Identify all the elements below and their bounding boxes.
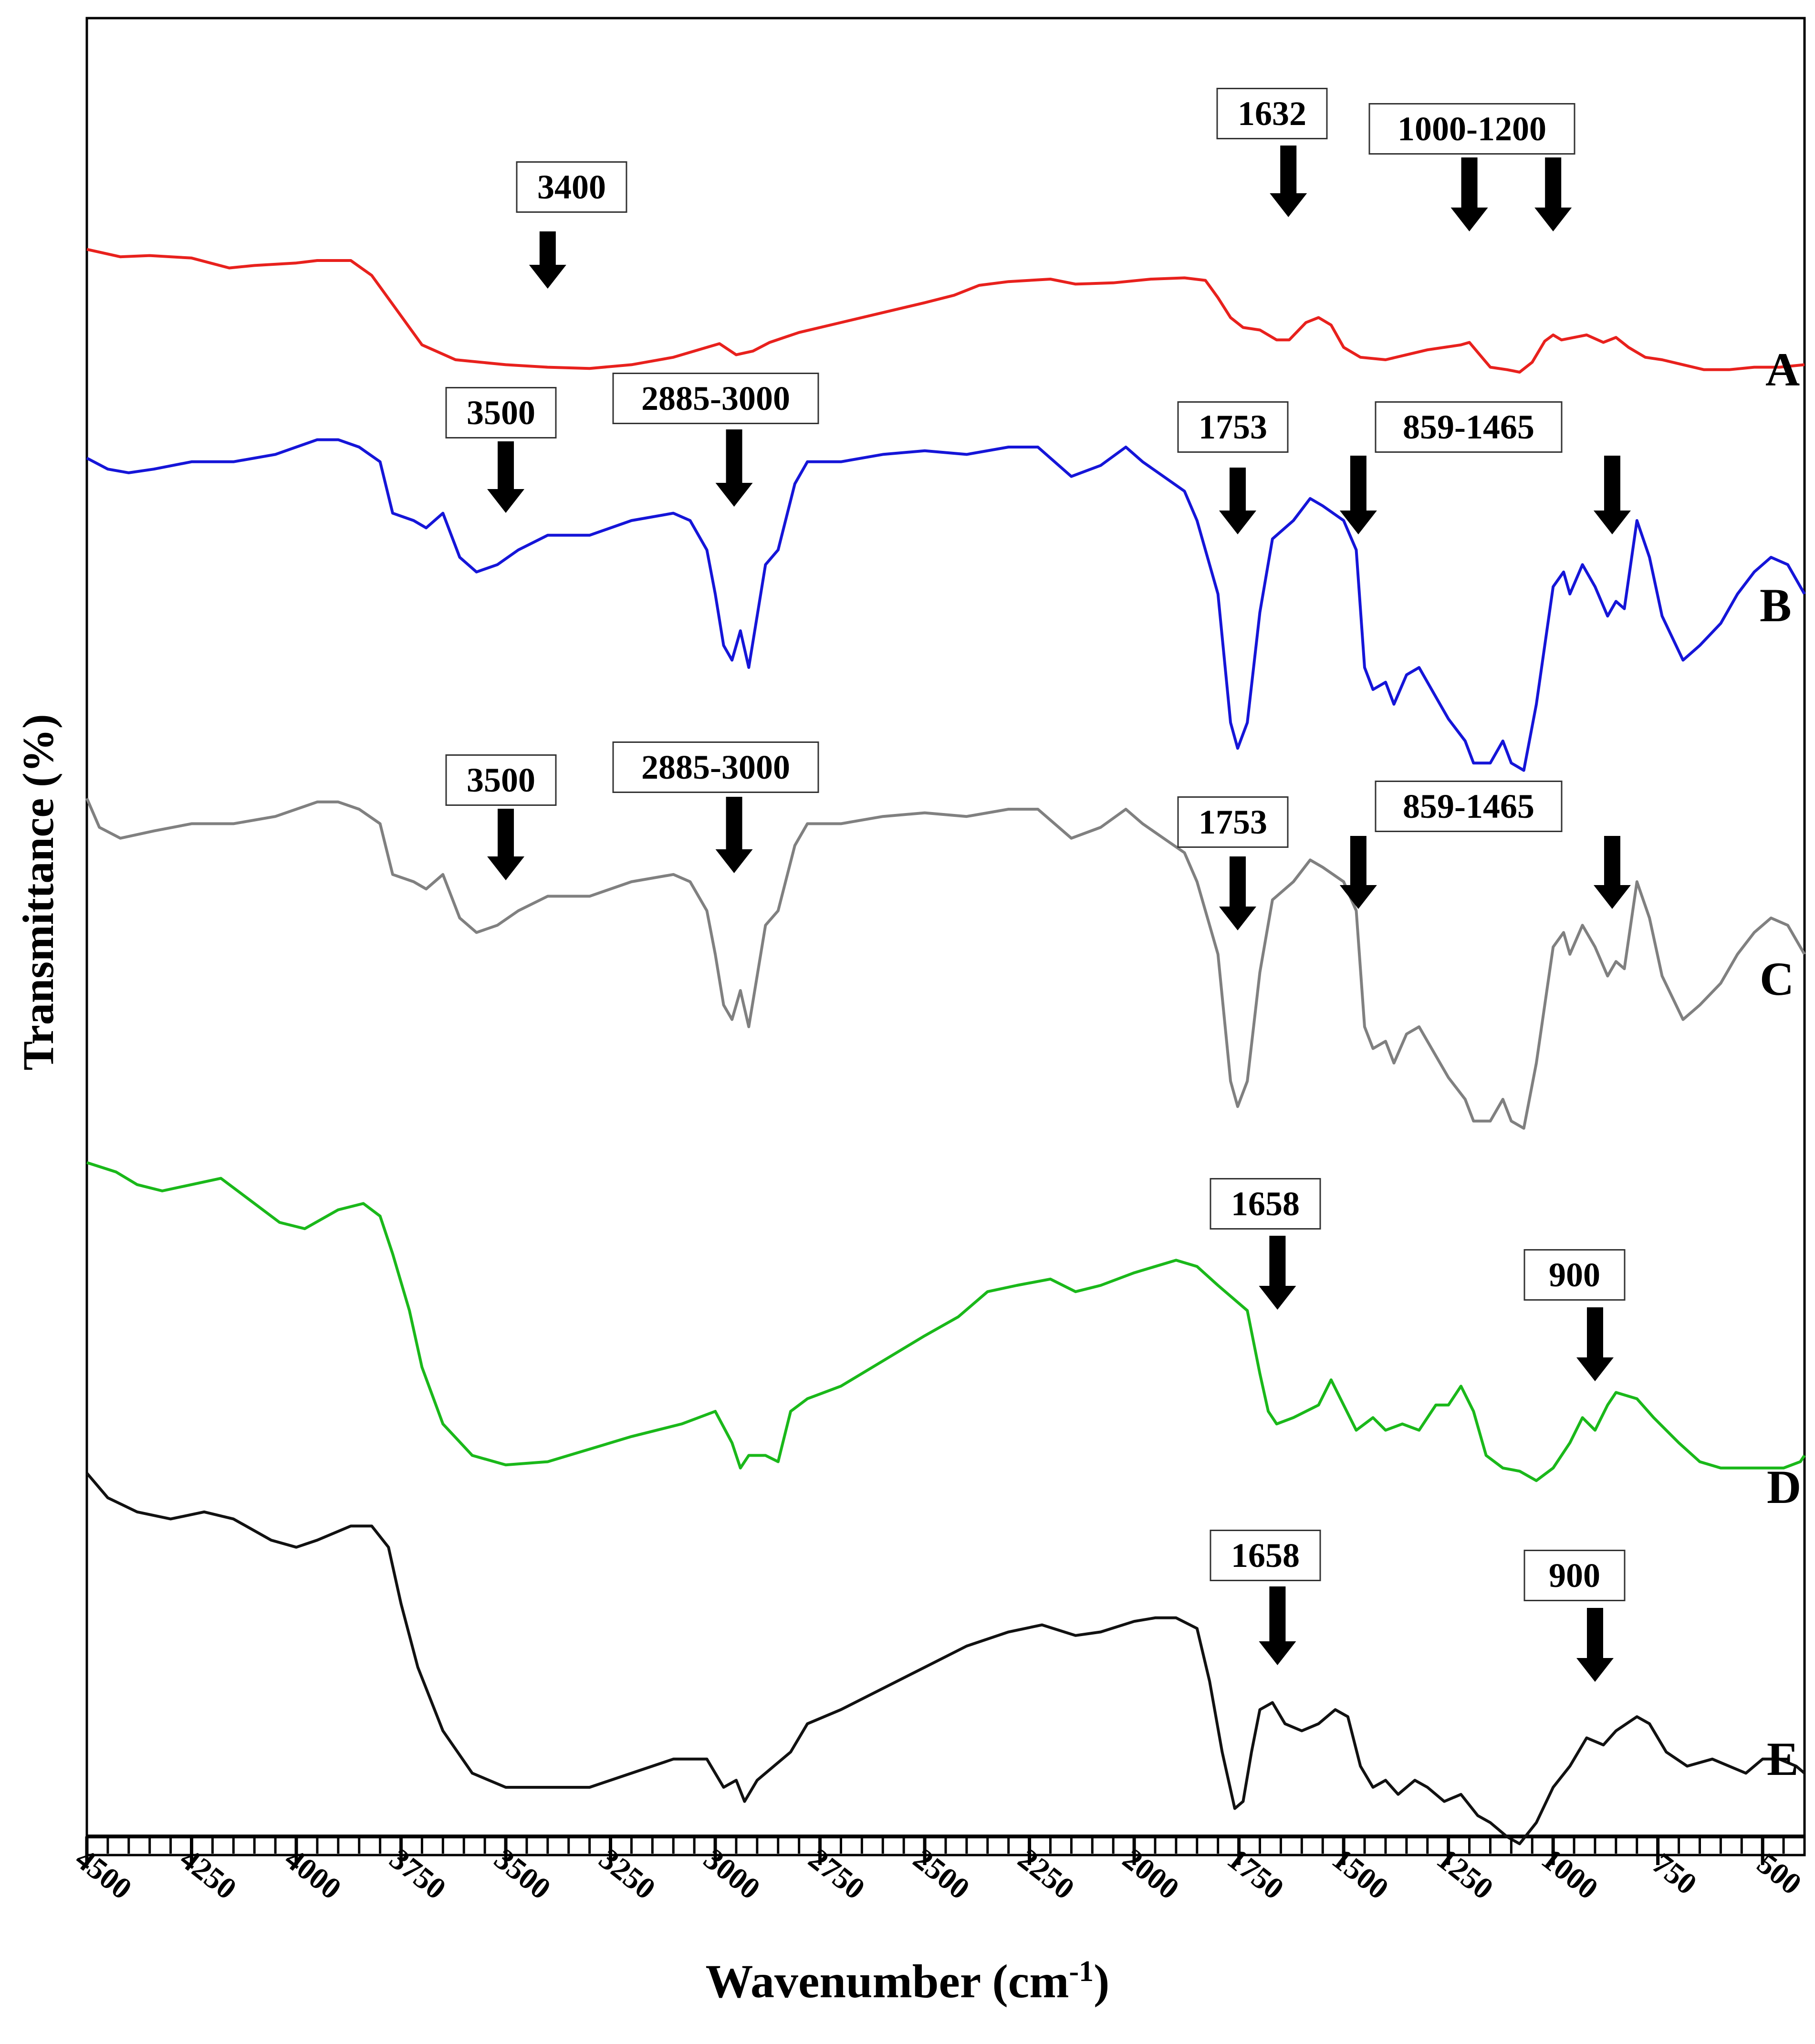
down-arrow-icon xyxy=(1576,1307,1614,1381)
annotation-D-900: 900 xyxy=(1523,1249,1626,1381)
annotation-C-2885-3000: 2885-3000 xyxy=(612,741,819,873)
annotation-label: 2885-3000 xyxy=(641,379,790,417)
annotation-box xyxy=(1375,781,1563,832)
series-letter-E: E xyxy=(1767,1732,1799,1785)
annotation-label: 3500 xyxy=(467,394,535,432)
down-arrow-icon xyxy=(1259,1236,1296,1310)
series-line-E xyxy=(85,1472,1805,1846)
down-arrow-icon xyxy=(1219,468,1256,534)
down-arrow-icon xyxy=(1593,456,1631,534)
annotation-A-1632: 1632 xyxy=(1216,88,1328,217)
annotation-B-1753: 1753 xyxy=(1177,401,1289,534)
annotation-C-3500: 3500 xyxy=(445,754,557,880)
series-letters: A B C D E xyxy=(1760,343,1801,1785)
down-arrow-icon xyxy=(1259,1586,1296,1665)
annotation-label: 1753 xyxy=(1199,803,1267,841)
annotation-box xyxy=(612,373,819,424)
annotation-label: 859-1465 xyxy=(1403,408,1534,446)
annotation-box xyxy=(1216,88,1328,139)
annotation-box xyxy=(445,754,557,806)
annotation-label: 1632 xyxy=(1238,94,1306,133)
annotation-B-3500: 3500 xyxy=(445,387,557,513)
annotation-label: 3400 xyxy=(537,168,606,206)
annotation-box xyxy=(1375,401,1563,453)
down-arrow-icon xyxy=(1339,456,1377,534)
series-letter-B: B xyxy=(1760,579,1792,632)
down-arrow-icon xyxy=(1270,146,1307,217)
annotation-box xyxy=(1177,401,1289,453)
down-arrow-icon xyxy=(715,429,753,507)
annotation-box xyxy=(1177,796,1289,848)
annotation-label: 1658 xyxy=(1231,1185,1300,1223)
annotation-A-3400: 3400 xyxy=(516,161,627,289)
annotation-A-1000-1200: 1000-1200 xyxy=(1368,103,1575,231)
annotations: 3400 1632 1000-1200 3500 2885-3000 1753 859-14… xyxy=(445,88,1631,1682)
down-arrow-icon xyxy=(487,809,525,880)
annotation-label: 1753 xyxy=(1199,408,1267,446)
x-axis-label-text: Wavenumber (cm xyxy=(705,1955,1069,2008)
x-axis-label-end: ) xyxy=(1094,1955,1110,2008)
down-arrow-icon xyxy=(715,797,753,873)
annotation-E-900: 900 xyxy=(1523,1550,1626,1682)
annotation-box xyxy=(1210,1530,1321,1581)
annotation-label: 2885-3000 xyxy=(641,748,790,786)
y-axis-label: Transmittance (%) xyxy=(14,714,63,1071)
x-ticks: 4500 4250 4000 3750 3500 3250 3000 2750 2500 2250… xyxy=(69,1836,1808,1906)
series-letter-A: A xyxy=(1765,343,1800,396)
annotation-box xyxy=(445,387,557,438)
series-line-C xyxy=(85,798,1806,1130)
annotation-label: 3500 xyxy=(467,761,535,799)
annotation-C-1753: 1753 xyxy=(1177,796,1289,930)
down-arrow-icon xyxy=(1593,836,1631,909)
annotation-C-859-1465: 859-1465 xyxy=(1339,781,1631,909)
series-layer xyxy=(85,248,1806,1846)
annotation-label: 859-1465 xyxy=(1403,787,1534,825)
annotation-label: 900 xyxy=(1549,1256,1600,1294)
series-line-D xyxy=(86,1161,1806,1482)
annotation-label: 900 xyxy=(1549,1556,1600,1595)
plot-frame xyxy=(85,17,1806,1856)
down-arrow-icon xyxy=(487,441,525,513)
down-arrow-icon xyxy=(529,231,566,289)
down-arrow-icon xyxy=(1219,856,1256,930)
y-axis-label-wrap: Transmittance (%) xyxy=(14,606,63,1178)
annotation-label: 1000-1200 xyxy=(1398,110,1546,148)
x-axis-label: Wavenumber (cm-1) xyxy=(0,1954,1815,2009)
down-arrow-icon xyxy=(1576,1608,1614,1682)
annotation-D-1658: 1658 xyxy=(1210,1178,1321,1310)
annotation-box xyxy=(1210,1178,1321,1230)
down-arrow-icon xyxy=(1534,157,1572,231)
annotation-B-2885-3000: 2885-3000 xyxy=(612,373,819,507)
annotation-box xyxy=(612,741,819,793)
annotation-E-1658: 1658 xyxy=(1210,1530,1321,1665)
annotation-box xyxy=(1523,1249,1626,1301)
down-arrow-icon xyxy=(1450,157,1488,231)
down-arrow-icon xyxy=(1339,836,1377,909)
series-line-B xyxy=(86,438,1806,772)
x-axis-label-sup: -1 xyxy=(1069,1955,1094,1988)
annotation-box xyxy=(1523,1550,1626,1601)
annotation-B-859-1465: 859-1465 xyxy=(1339,401,1631,534)
series-letter-C: C xyxy=(1760,952,1794,1005)
series-line-A xyxy=(86,248,1805,374)
annotation-box xyxy=(1368,103,1575,155)
annotation-label: 1658 xyxy=(1231,1536,1300,1575)
series-letter-D: D xyxy=(1767,1460,1801,1513)
annotation-box xyxy=(516,161,627,213)
